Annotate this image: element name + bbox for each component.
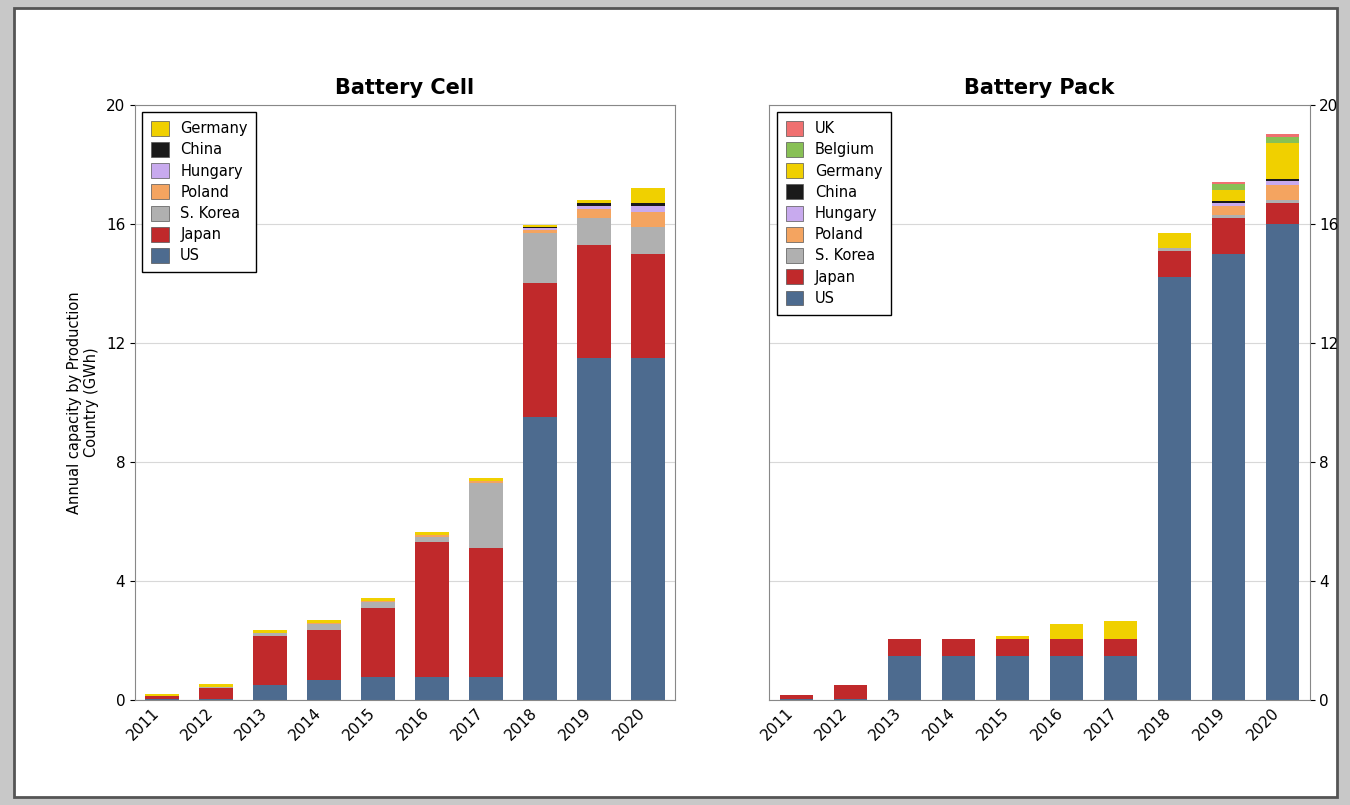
Bar: [200, 687, 232, 688]
Bar: [834, 699, 867, 700]
Bar: [416, 536, 448, 543]
Bar: [308, 679, 340, 700]
Bar: [1158, 233, 1191, 248]
Bar: [1266, 138, 1299, 143]
Bar: [1212, 184, 1245, 189]
Bar: [308, 623, 340, 625]
Bar: [524, 225, 556, 227]
Bar: [470, 483, 502, 548]
Bar: [416, 543, 448, 676]
Bar: [1266, 143, 1299, 179]
Bar: [578, 357, 610, 700]
Bar: [1104, 655, 1137, 700]
Bar: [470, 676, 502, 700]
Bar: [578, 203, 610, 206]
Bar: [996, 639, 1029, 655]
Bar: [632, 357, 664, 700]
Bar: [362, 602, 394, 608]
Bar: [1266, 203, 1299, 224]
Bar: [1212, 206, 1245, 215]
Bar: [416, 676, 448, 700]
Bar: [146, 695, 178, 696]
Bar: [254, 630, 286, 634]
Bar: [834, 686, 867, 699]
Bar: [578, 200, 610, 203]
Bar: [578, 245, 610, 357]
Bar: [254, 686, 286, 700]
Bar: [146, 696, 178, 699]
Bar: [1212, 203, 1245, 206]
Bar: [942, 655, 975, 700]
Bar: [1266, 185, 1299, 200]
Bar: [200, 699, 232, 700]
Bar: [146, 699, 178, 700]
Bar: [470, 481, 502, 483]
Bar: [362, 676, 394, 700]
Bar: [632, 188, 664, 203]
Bar: [524, 229, 556, 233]
Bar: [524, 233, 556, 283]
Bar: [1212, 182, 1245, 184]
Bar: [308, 620, 340, 623]
Bar: [308, 625, 340, 630]
Bar: [362, 608, 394, 676]
Bar: [578, 206, 610, 208]
Bar: [254, 634, 286, 636]
Bar: [888, 655, 921, 700]
Bar: [416, 535, 448, 536]
Bar: [524, 283, 556, 417]
Bar: [254, 636, 286, 686]
Bar: [632, 203, 664, 206]
Bar: [942, 639, 975, 655]
Bar: [362, 597, 394, 601]
Bar: [780, 696, 813, 699]
Bar: [1104, 621, 1137, 639]
Title: Battery Pack: Battery Pack: [964, 77, 1115, 97]
Bar: [1158, 250, 1191, 278]
Bar: [780, 699, 813, 700]
Bar: [1212, 201, 1245, 203]
Bar: [1212, 254, 1245, 700]
Bar: [632, 227, 664, 254]
Bar: [524, 417, 556, 700]
Bar: [632, 254, 664, 357]
Bar: [632, 206, 664, 212]
Y-axis label: Annual capacity by Production
Country (GWh): Annual capacity by Production Country (G…: [66, 291, 99, 514]
Bar: [1266, 179, 1299, 180]
Legend: UK, Belgium, Germany, China, Hungary, Poland, S. Korea, Japan, US: UK, Belgium, Germany, China, Hungary, Po…: [776, 112, 891, 315]
Bar: [1158, 278, 1191, 700]
Bar: [996, 636, 1029, 639]
Bar: [632, 212, 664, 227]
Title: Battery Cell: Battery Cell: [335, 77, 475, 97]
Bar: [1266, 224, 1299, 700]
Bar: [1212, 189, 1245, 201]
Bar: [578, 218, 610, 245]
Bar: [1212, 215, 1245, 218]
Bar: [362, 601, 394, 602]
Bar: [1266, 200, 1299, 203]
Bar: [308, 630, 340, 679]
Bar: [470, 548, 502, 676]
Bar: [1050, 625, 1083, 639]
Bar: [1050, 639, 1083, 655]
Bar: [200, 688, 232, 699]
Bar: [1158, 248, 1191, 250]
Bar: [1050, 655, 1083, 700]
Bar: [1266, 134, 1299, 138]
Bar: [1266, 180, 1299, 185]
Bar: [1212, 218, 1245, 254]
Bar: [470, 478, 502, 481]
Bar: [416, 532, 448, 535]
Bar: [200, 684, 232, 687]
Bar: [578, 208, 610, 218]
Bar: [1104, 639, 1137, 655]
Bar: [996, 655, 1029, 700]
Legend: Germany, China, Hungary, Poland, S. Korea, Japan, US: Germany, China, Hungary, Poland, S. Kore…: [142, 112, 256, 272]
Bar: [524, 227, 556, 229]
Bar: [888, 639, 921, 655]
